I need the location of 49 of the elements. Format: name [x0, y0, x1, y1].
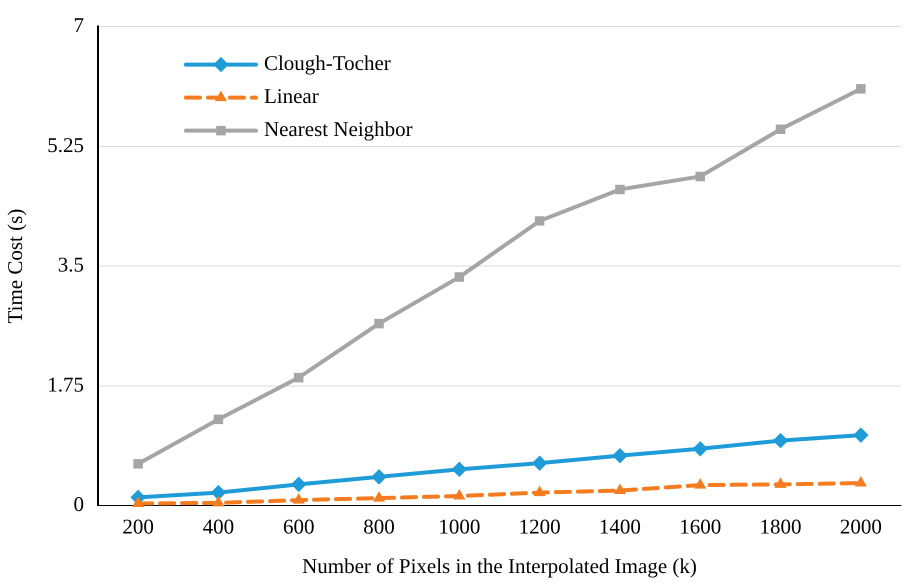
point [452, 462, 467, 477]
point [774, 478, 786, 488]
point [534, 216, 544, 226]
point [214, 414, 224, 424]
point [612, 448, 628, 464]
point [695, 172, 705, 182]
y-tick-label: 3.5 [58, 252, 84, 277]
point [291, 476, 306, 492]
point [293, 494, 304, 504]
x-tick-label: 1200 [518, 514, 561, 539]
y-tick-label: 7 [73, 13, 84, 38]
point [856, 84, 866, 94]
legend-label: Nearest Neighbor [264, 117, 413, 142]
point [294, 372, 304, 382]
point [534, 486, 546, 496]
point [694, 478, 706, 489]
x-tick-label: 1600 [679, 514, 722, 539]
point [454, 272, 464, 282]
x-tick-label: 800 [363, 514, 395, 539]
y-tick-label: 1.75 [47, 372, 84, 396]
point [776, 124, 786, 134]
y-axis-title: Time Cost (s) [3, 208, 28, 324]
point [692, 441, 708, 456]
x-axis-title: Number of Pixels in the Interpolated Image (k) [302, 554, 697, 578]
x-tick-label: 200 [122, 514, 154, 539]
point [614, 484, 626, 494]
point [615, 184, 625, 194]
y-tick-label: 5.25 [47, 132, 84, 157]
point [855, 476, 867, 487]
legend-label: Linear [264, 84, 319, 108]
point [212, 496, 224, 506]
point [532, 456, 548, 471]
point [372, 469, 387, 484]
point [853, 428, 868, 443]
legend-label: Clough-Tocher [264, 51, 391, 76]
x-tick-label: 600 [282, 514, 314, 539]
point [454, 490, 466, 500]
point [373, 492, 385, 502]
x-tick-label: 1800 [760, 514, 802, 539]
x-tick-label: 2000 [840, 514, 882, 539]
point [133, 459, 143, 469]
point [374, 318, 384, 328]
x-tick-label: 400 [202, 514, 234, 539]
y-tick-label: 0 [73, 492, 84, 516]
x-tick-label: 1000 [438, 514, 480, 539]
x-tick-label: 1400 [598, 514, 641, 539]
point [210, 485, 226, 500]
point [773, 433, 788, 448]
point [132, 497, 144, 508]
